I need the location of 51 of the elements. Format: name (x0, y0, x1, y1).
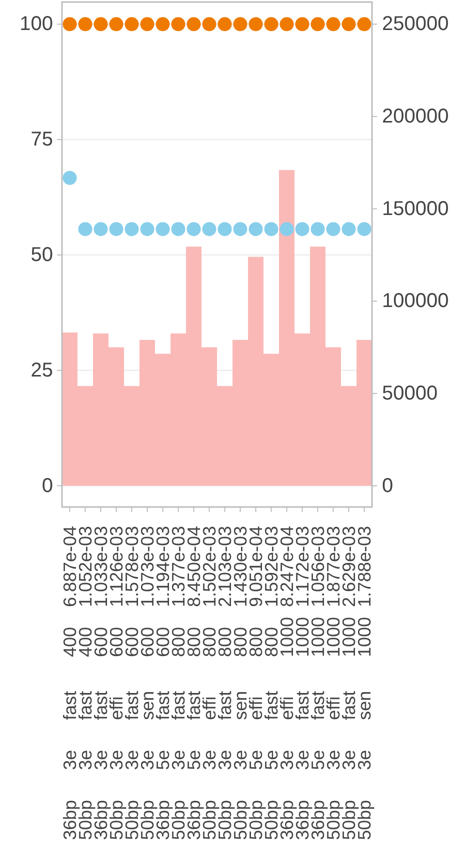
point (186, 222, 201, 236)
point (357, 222, 372, 236)
point (218, 17, 232, 32)
point (186, 17, 201, 32)
point (78, 222, 92, 236)
point (140, 17, 154, 32)
y-tick-label: 50 (30, 244, 53, 266)
point (124, 17, 139, 32)
y2-tick-label: 0 (382, 474, 394, 497)
y-tick-label: 100 (20, 13, 53, 36)
y2-tick-label: 200000 (382, 105, 449, 128)
point (357, 17, 372, 32)
point (171, 222, 186, 236)
point (295, 17, 310, 32)
point (202, 222, 216, 236)
y2-tick-label: 250000 (382, 13, 449, 36)
point (62, 170, 77, 185)
point (248, 17, 263, 32)
point (109, 222, 124, 236)
point (280, 222, 294, 236)
point (94, 17, 108, 32)
point (233, 17, 248, 32)
point (109, 17, 124, 32)
point (295, 222, 310, 236)
point (248, 222, 263, 236)
y2-tick-label: 100000 (382, 290, 449, 312)
point (156, 17, 170, 32)
point (140, 222, 154, 236)
point (310, 17, 325, 32)
y-tick-label: 25 (30, 359, 53, 382)
point (94, 222, 108, 236)
y2-tick-label: 150000 (382, 198, 449, 220)
point (78, 17, 92, 32)
point (280, 17, 294, 32)
point (202, 17, 216, 32)
y-tick-label: 0 (42, 474, 53, 497)
point (62, 17, 77, 32)
point (342, 222, 356, 236)
point (326, 17, 340, 32)
point (264, 222, 278, 236)
point (233, 222, 248, 236)
point (218, 222, 232, 236)
point (124, 222, 139, 236)
point (156, 222, 170, 236)
point (342, 17, 356, 32)
point (171, 17, 186, 32)
point (264, 17, 278, 32)
y-tick-label: 75 (30, 128, 53, 151)
y2-tick-label: 50000 (382, 382, 438, 404)
point (326, 222, 340, 236)
point (310, 222, 325, 236)
